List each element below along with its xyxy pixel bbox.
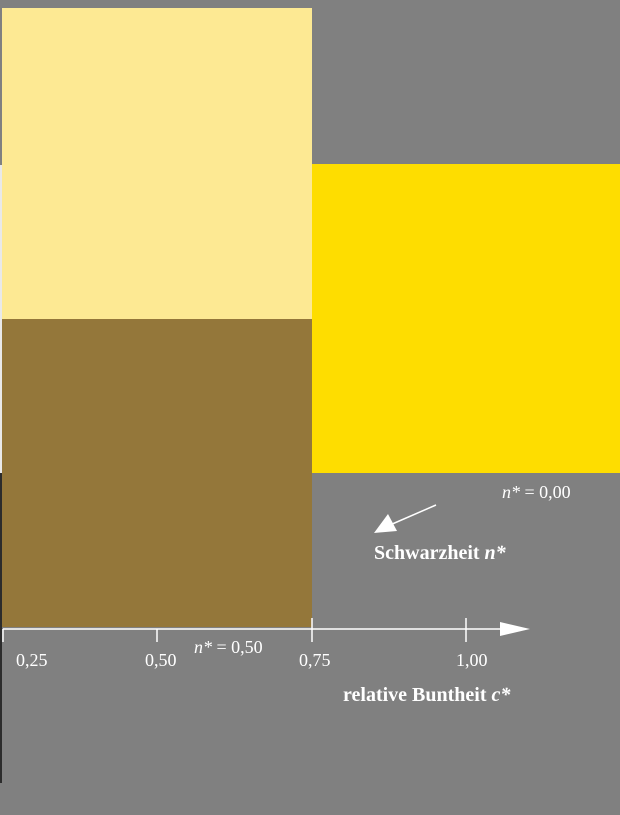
x-axis-title: relative Buntheit c*	[343, 685, 510, 705]
blackness-half-symbol: n*	[194, 637, 212, 657]
dark-yellow-swatch	[2, 319, 312, 627]
x-axis-arrowhead	[500, 622, 530, 636]
blackness-half-label: n* = 0,50	[194, 637, 263, 657]
blackness-zero-label: n* = 0,00	[502, 482, 571, 502]
x-axis-title-symbol: c*	[491, 684, 511, 706]
blackness-arrowhead	[374, 514, 397, 533]
left-axis-upper-segment	[0, 165, 2, 473]
blackness-zero-value: = 0,00	[520, 482, 571, 502]
blackness-legend-text: Schwarzheit	[374, 542, 485, 564]
x-axis-title-text: relative Buntheit	[343, 684, 492, 706]
pure-yellow-swatch	[312, 164, 620, 473]
x-tick-label-2: 0,75	[299, 650, 331, 670]
x-tick-label-0: 0,25	[16, 650, 48, 670]
blackness-arrow-shaft	[389, 504, 437, 526]
blackness-legend: Schwarzheit n*	[374, 543, 506, 563]
blackness-zero-symbol: n*	[502, 482, 520, 502]
blackness-legend-symbol: n*	[484, 542, 506, 564]
x-tick-label-1: 0,50	[145, 650, 177, 670]
blackness-half-value: = 0,50	[212, 637, 263, 657]
light-yellow-swatch	[2, 8, 312, 319]
left-axis-lower-segment	[0, 473, 2, 783]
x-tick-label-3: 1,00	[456, 650, 488, 670]
